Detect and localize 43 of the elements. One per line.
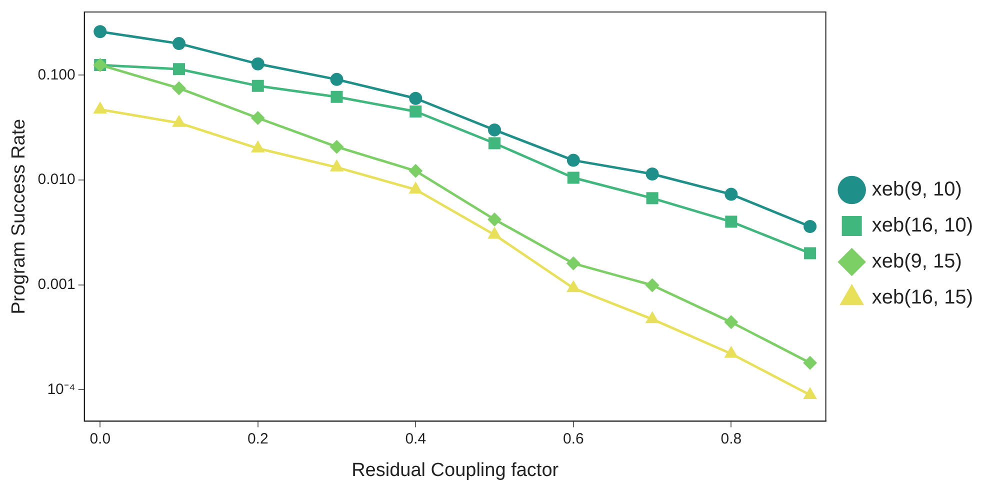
point xyxy=(410,105,422,118)
y-tick-label: 0.001 xyxy=(38,276,76,293)
point xyxy=(566,256,580,270)
point xyxy=(566,154,580,167)
point xyxy=(724,188,738,201)
point xyxy=(725,216,738,228)
point xyxy=(252,80,264,92)
point xyxy=(330,90,343,103)
y-tick-label: 0.100 xyxy=(38,66,76,84)
point xyxy=(488,212,502,226)
point xyxy=(250,110,265,125)
point xyxy=(646,167,659,180)
point xyxy=(330,72,344,86)
legend-label: xeb(16, 15) xyxy=(872,286,973,309)
legend-label: xeb(9, 15) xyxy=(872,250,962,273)
point xyxy=(803,356,818,370)
x-axis-title: Residual Coupling factor xyxy=(352,460,560,481)
legend-label: xeb(16, 10) xyxy=(872,214,973,237)
point xyxy=(646,192,658,204)
point xyxy=(172,37,186,50)
x-tick-label: 0.0 xyxy=(90,430,111,448)
point xyxy=(330,140,344,154)
y-axis-title: Program Success Rate xyxy=(8,118,30,314)
point xyxy=(488,123,502,136)
x-tick-label: 0.4 xyxy=(405,430,426,448)
x-tick-label: 0.2 xyxy=(247,430,268,448)
y-tick-label: 0.010 xyxy=(38,171,76,188)
point xyxy=(567,172,580,184)
point xyxy=(724,315,738,330)
point xyxy=(488,137,501,150)
point xyxy=(251,57,264,70)
x-tick-label: 0.8 xyxy=(720,430,742,448)
x-tick-label: 0.6 xyxy=(562,430,584,448)
point xyxy=(172,63,186,76)
legend-label: xeb(9, 10) xyxy=(872,178,962,201)
point xyxy=(172,81,186,96)
point xyxy=(645,278,660,292)
point xyxy=(94,25,107,38)
point xyxy=(804,247,816,260)
point xyxy=(409,92,422,105)
y-tick-label: 10⁻⁴ xyxy=(47,380,76,398)
point xyxy=(804,220,817,233)
point xyxy=(408,164,423,178)
